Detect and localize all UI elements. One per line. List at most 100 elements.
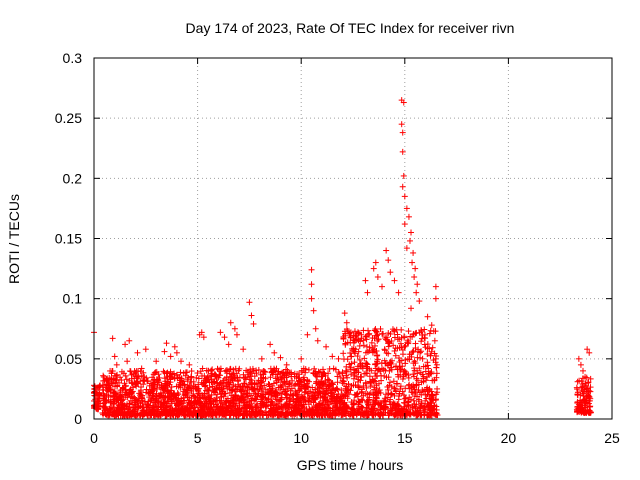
data-point	[171, 343, 178, 350]
data-point	[363, 343, 370, 350]
data-point	[220, 409, 227, 416]
data-point	[305, 366, 312, 373]
data-point	[116, 409, 123, 416]
data-point	[366, 373, 373, 380]
data-point	[584, 346, 591, 353]
data-point	[325, 404, 332, 411]
data-point	[101, 410, 108, 417]
data-point	[408, 305, 415, 312]
data-point	[269, 371, 276, 378]
data-point	[413, 289, 420, 296]
data-point	[169, 408, 176, 415]
data-point	[434, 385, 441, 392]
data-point	[326, 382, 333, 389]
data-point	[388, 390, 395, 397]
data-point	[364, 412, 371, 419]
data-point	[279, 382, 286, 389]
data-point	[368, 411, 375, 418]
data-point	[374, 274, 381, 281]
data-point	[351, 328, 358, 335]
data-point	[133, 396, 140, 403]
data-point	[174, 412, 181, 419]
data-point	[362, 390, 369, 397]
data-point	[410, 411, 417, 418]
data-point	[263, 403, 270, 410]
data-point	[577, 361, 584, 368]
data-point	[314, 337, 321, 344]
data-point	[409, 333, 416, 340]
data-point	[420, 375, 427, 382]
data-point	[574, 408, 581, 415]
data-point	[248, 312, 255, 319]
data-point	[374, 367, 381, 374]
data-point	[373, 328, 380, 335]
data-point	[347, 350, 354, 357]
data-point	[428, 322, 435, 329]
data-point	[400, 392, 407, 399]
data-point	[579, 367, 586, 374]
data-point	[335, 355, 342, 362]
data-point	[373, 391, 380, 398]
data-point	[423, 395, 430, 402]
data-point	[313, 409, 320, 416]
data-point	[344, 356, 351, 363]
data-point	[314, 389, 321, 396]
data-point	[94, 391, 101, 398]
data-point	[389, 404, 396, 411]
data-point	[305, 397, 312, 404]
data-point	[391, 347, 398, 354]
data-point	[358, 403, 365, 410]
data-point	[426, 403, 433, 410]
data-point	[181, 404, 188, 411]
data-point	[300, 365, 307, 372]
data-point	[396, 390, 403, 397]
data-point	[319, 398, 326, 405]
data-point	[363, 384, 370, 391]
data-point	[225, 405, 232, 412]
data-point	[93, 405, 100, 412]
data-point	[227, 379, 234, 386]
data-point	[424, 345, 431, 352]
data-point	[214, 365, 221, 372]
data-point	[257, 382, 264, 389]
data-point	[295, 387, 302, 394]
data-point	[419, 355, 426, 362]
data-point	[412, 340, 419, 347]
data-point	[413, 329, 420, 336]
data-point	[231, 325, 238, 332]
data-point	[134, 373, 141, 380]
data-point	[392, 352, 399, 359]
data-point	[372, 378, 379, 385]
x-tick-label: 20	[501, 430, 517, 446]
data-point	[153, 358, 160, 365]
data-point	[392, 363, 399, 370]
data-point	[304, 331, 311, 338]
data-point	[180, 370, 187, 377]
data-point	[387, 396, 394, 403]
data-point	[400, 172, 407, 179]
data-point	[587, 375, 594, 382]
data-point	[215, 406, 222, 413]
data-point	[139, 404, 146, 411]
data-point	[260, 394, 267, 401]
data-point	[299, 395, 306, 402]
data-point	[375, 366, 382, 373]
data-point	[385, 412, 392, 419]
data-point	[401, 221, 408, 228]
data-point	[382, 335, 389, 342]
data-point	[188, 387, 195, 394]
axis-ticks	[93, 57, 613, 420]
data-point	[354, 378, 361, 385]
data-point	[235, 367, 242, 374]
data-point	[219, 379, 226, 386]
data-point	[279, 406, 286, 413]
data-point	[418, 327, 425, 334]
data-point	[393, 326, 400, 333]
data-point	[232, 374, 239, 381]
data-point	[213, 385, 220, 392]
y-tick-label: 0.3	[63, 50, 83, 66]
data-point	[271, 349, 278, 356]
data-point	[395, 408, 402, 415]
data-point	[382, 404, 389, 411]
